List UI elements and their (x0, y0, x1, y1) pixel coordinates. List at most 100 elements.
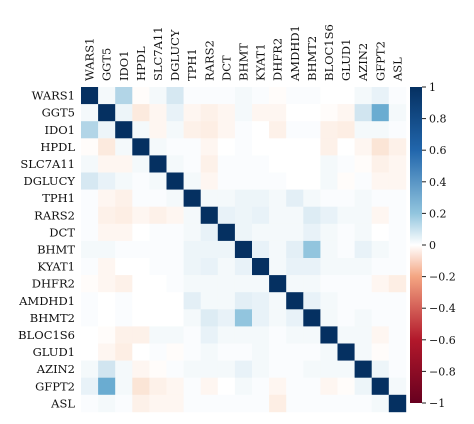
heatmap-cell-GLUD1-HPDL (132, 343, 150, 361)
heatmap-cell-TPH1-SLC7A11 (149, 189, 167, 207)
heatmap-cell-AZIN2-BHMT (234, 360, 253, 378)
heatmap-cell-TPH1-BLOC1S6 (320, 189, 338, 207)
heatmap-cell-DGLUCY-RARS2 (200, 172, 219, 190)
heatmap-cell-IDO1-SLC7A11 (149, 121, 167, 139)
x-label-slc7a11: SLC7A11 (151, 26, 165, 81)
heatmap-cell-HPDL-IDO1 (115, 138, 133, 156)
heatmap-cell-SLC7A11-TPH1 (183, 155, 201, 173)
colorbar-tick-label: −0.4 (429, 302, 456, 315)
heatmap-cell-DCT-ASL (388, 223, 407, 242)
colorbar-tick-label: 0.8 (429, 113, 447, 126)
heatmap-cell-BHMT-SLC7A11 (149, 240, 167, 259)
heatmap-cell-TPH1-TPH1 (183, 189, 201, 207)
heatmap-cell-DHFR2-GLUD1 (337, 275, 355, 293)
heatmap-cell-DGLUCY-DHFR2 (269, 172, 287, 190)
heatmap-cell-AMDHD1-GGT5 (98, 292, 116, 310)
heatmap-cell-KYAT1-WARS1 (81, 258, 99, 276)
heatmap-cell-HPDL-GLUD1 (337, 138, 355, 156)
heatmap-cell-HPDL-TPH1 (183, 138, 201, 156)
heatmap-cell-DGLUCY-GGT5 (98, 172, 116, 190)
heatmap-cell-RARS2-AZIN2 (354, 206, 372, 225)
heatmap-cell-GFPT2-SLC7A11 (149, 377, 167, 396)
heatmap-cell-HPDL-KYAT1 (252, 138, 270, 156)
heatmap-cell-RARS2-BHMT2 (303, 206, 321, 225)
y-label-amdhd1: AMDHD1 (18, 294, 75, 308)
heatmap-cell-HPDL-BLOC1S6 (320, 138, 338, 156)
heatmap-cell-AMDHD1-ASL (388, 292, 407, 310)
heatmap-cell-BHMT-HPDL (132, 240, 150, 259)
heatmap-cell-RARS2-DGLUCY (166, 206, 184, 225)
heatmap-cell-BHMT-DHFR2 (269, 240, 287, 259)
heatmap-cell-RARS2-BHMT (234, 206, 253, 225)
heatmap-cell-HPDL-BHMT2 (303, 138, 321, 156)
heatmap-cell-TPH1-DGLUCY (166, 189, 184, 207)
heatmap-cell-TPH1-BHMT2 (303, 189, 321, 207)
heatmap-cell-DCT-TPH1 (183, 223, 201, 242)
heatmap-cell-DCT-BHMT2 (303, 223, 321, 242)
heatmap-cell-TPH1-AMDHD1 (286, 189, 304, 207)
heatmap-cell-GFPT2-GLUD1 (337, 377, 355, 396)
heatmap-cell-DGLUCY-AZIN2 (354, 172, 372, 190)
heatmap-cell-KYAT1-GLUD1 (337, 258, 355, 276)
heatmap-cell-GLUD1-IDO1 (115, 343, 133, 361)
heatmap-cell-DCT-DCT (217, 223, 236, 242)
heatmap-cell-GLUD1-DGLUCY (166, 343, 184, 361)
heatmap-cell-BHMT-TPH1 (183, 240, 201, 259)
heatmap-cell-GFPT2-BHMT2 (303, 377, 321, 396)
heatmap-cell-BHMT2-IDO1 (115, 309, 133, 327)
heatmap-cell-DCT-DHFR2 (269, 223, 287, 242)
x-axis-labels: WARS1 GGT5 IDO1 HPDL SLC7A11 DGLUCY TPH1 RARS2 D… (83, 24, 405, 82)
heatmap-cell-AZIN2-GFPT2 (371, 360, 390, 378)
heatmap-cell-WARS1-BHMT (234, 87, 253, 105)
heatmap-cell-GLUD1-AMDHD1 (286, 343, 304, 361)
heatmap-cell-AMDHD1-DCT (217, 292, 236, 310)
heatmap-cell-BHMT-GGT5 (98, 240, 116, 259)
heatmap-cell-WARS1-BLOC1S6 (320, 87, 338, 105)
heatmap-cell-RARS2-SLC7A11 (149, 206, 167, 225)
colorbar-tick-label: −0.8 (429, 365, 456, 378)
x-label-rars2: RARS2 (202, 40, 216, 81)
heatmap-cell-WARS1-AMDHD1 (286, 87, 304, 105)
heatmap-cell-AMDHD1-RARS2 (200, 292, 219, 310)
y-label-rars2: RARS2 (34, 208, 75, 222)
heatmap-cell-KYAT1-DCT (217, 258, 236, 276)
x-label-amdhd1: AMDHD1 (288, 25, 302, 82)
heatmap-cell-IDO1-HPDL (132, 121, 150, 139)
heatmap-cell-BHMT-GLUD1 (337, 240, 355, 259)
heatmap-cell-GLUD1-GFPT2 (371, 343, 390, 361)
heatmap-cell-KYAT1-AMDHD1 (286, 258, 304, 276)
heatmap-cell-KYAT1-RARS2 (200, 258, 219, 276)
heatmap-cell-RARS2-RARS2 (200, 206, 219, 225)
heatmap-cell-GFPT2-AZIN2 (354, 377, 372, 396)
heatmap-cell-ASL-DGLUCY (166, 394, 184, 413)
heatmap-cell-BHMT2-DCT (217, 309, 236, 327)
heatmap-cell-AZIN2-RARS2 (200, 360, 219, 378)
heatmap-cell-HPDL-GGT5 (98, 138, 116, 156)
y-label-bhmt: BHMT (37, 242, 75, 256)
heatmap-cell-AZIN2-GLUD1 (337, 360, 355, 378)
heatmap-cell-BLOC1S6-WARS1 (81, 326, 99, 344)
heatmap-cell-GFPT2-IDO1 (115, 377, 133, 396)
heatmap-cell-DHFR2-TPH1 (183, 275, 201, 293)
heatmap-cell-RARS2-IDO1 (115, 206, 133, 225)
heatmap-cell-BHMT2-WARS1 (81, 309, 99, 327)
heatmap-cell-ASL-RARS2 (200, 394, 219, 413)
heatmap-cell-KYAT1-IDO1 (115, 258, 133, 276)
heatmap-cell-IDO1-GFPT2 (371, 121, 390, 139)
heatmap-cell-RARS2-BLOC1S6 (320, 206, 338, 225)
heatmap-cell-GFPT2-WARS1 (81, 377, 99, 396)
y-axis-labels: WARS1 GGT5 IDO1 HPDL SLC7A11 DGLUCY TPH1 RARS2 D… (18, 89, 75, 411)
heatmap-cell-DGLUCY-AMDHD1 (286, 172, 304, 190)
heatmap-cell-BHMT2-DHFR2 (269, 309, 287, 327)
heatmap-cell-ASL-GGT5 (98, 394, 116, 413)
heatmap-cell-SLC7A11-DHFR2 (269, 155, 287, 173)
heatmap-cell-BHMT2-GGT5 (98, 309, 116, 327)
colorbar-tick-label: 0.6 (429, 144, 447, 157)
heatmap-cell-DGLUCY-IDO1 (115, 172, 133, 190)
heatmap-cell-BHMT-GFPT2 (371, 240, 390, 259)
heatmap-cell-GGT5-BHMT (234, 104, 253, 122)
y-label-ggt5: GGT5 (42, 106, 75, 120)
heatmap-cell-BLOC1S6-AZIN2 (354, 326, 372, 344)
heatmap-cell-GFPT2-RARS2 (200, 377, 219, 396)
